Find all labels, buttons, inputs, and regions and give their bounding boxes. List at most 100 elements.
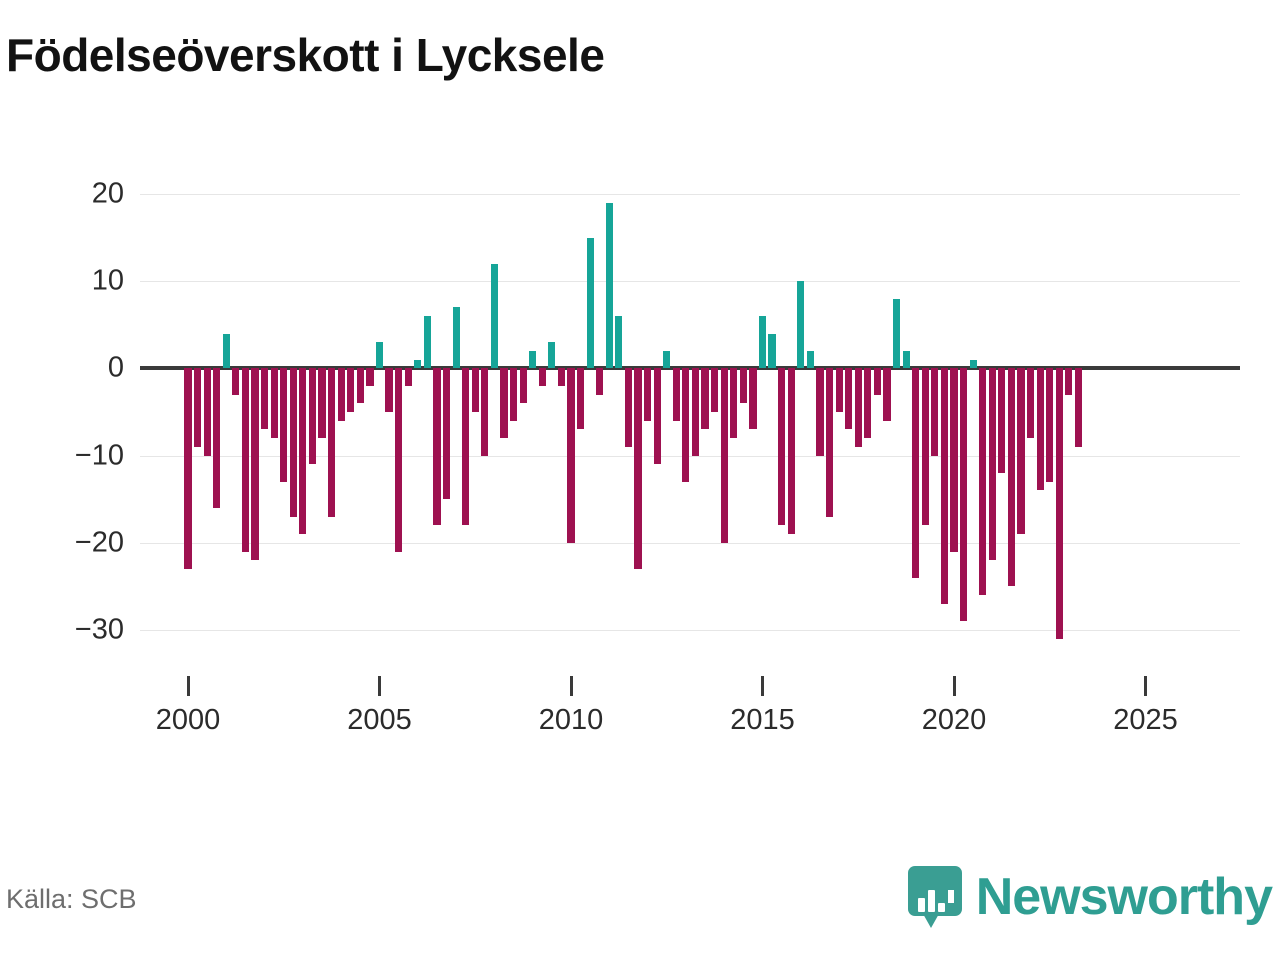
bar [644,368,652,421]
newsworthy-logo: Newsworthy [907,866,1273,928]
gridline [140,542,1240,544]
bar [873,368,881,395]
bar [433,368,441,526]
page-title: Födelseöverskott i Lycksele [6,29,605,81]
bar [806,350,814,369]
bar [596,368,604,395]
bar [950,368,958,552]
y-tick-label: 20 [91,177,124,210]
bar [318,368,326,439]
bar [452,307,460,369]
bar [768,333,776,369]
bar [1017,368,1025,535]
bar [758,316,767,369]
bar [787,368,795,535]
bar-series [140,194,1240,639]
bar [988,368,996,561]
bar [462,368,470,526]
bar [1046,368,1054,482]
gridline [140,630,1240,631]
bar [471,368,479,412]
bar [289,368,297,517]
bar [864,368,872,439]
bar [730,368,738,439]
bar [912,368,920,578]
bar [634,368,642,569]
bar [653,368,661,465]
bar [691,368,700,456]
newsworthy-logo-icon [907,866,962,928]
x-tick-mark [952,676,956,696]
x-tick-label: 2000 [155,704,221,736]
bar [548,342,556,369]
bar [241,368,250,552]
bar [1007,368,1016,587]
bar [711,368,719,412]
x-tick-mark [186,676,190,696]
bar [366,368,374,386]
y-tick-label: 0 [107,351,124,384]
bar [270,368,278,439]
bar [998,368,1006,474]
bar [509,368,518,421]
x-tick-mark [378,676,381,696]
y-tick-label: −20 [74,526,124,559]
bar [835,368,843,412]
newsworthy-logo-text: Newsworthy [975,868,1273,926]
bar [395,368,403,552]
bar [538,368,546,386]
x-tick-label: 2005 [347,704,412,736]
x-tick-label: 2025 [1113,704,1178,736]
bar [672,368,680,421]
bar [184,368,192,569]
bar [892,298,901,369]
bar [854,368,862,447]
zero-axis-line [140,366,1240,371]
x-axis: 2000 2005 2010 2015 2020 2025 [140,630,1240,750]
bar [500,368,508,439]
bar [347,368,355,412]
bar [481,368,489,456]
bar [414,359,422,369]
bar [251,368,259,561]
bar [586,237,594,369]
bar [1027,368,1035,439]
bar [442,368,451,500]
bar [423,316,431,369]
bar [1074,368,1083,447]
bar [232,368,240,395]
bar [222,333,230,369]
bar [576,368,585,430]
bar [845,368,853,430]
bar [1055,368,1063,639]
bar [921,368,929,526]
bar [624,368,633,447]
bar [519,368,527,404]
bar [337,368,345,421]
bar [797,281,805,369]
y-tick-label: −10 [74,439,124,472]
bar [375,342,384,369]
bar [605,202,613,369]
y-tick-label: −30 [74,613,124,646]
bar [1036,368,1044,491]
x-tick-mark [569,676,573,696]
bar [940,368,948,604]
bar [816,368,824,456]
y-axis-labels: 20 10 0 −10 −20 −30 [0,178,124,646]
bar [529,350,537,369]
source-note: Källa: SCB [6,884,137,914]
bar [749,368,757,430]
x-tick-mark [761,676,764,696]
bar [490,263,498,369]
gridline [140,194,1240,195]
bar [193,368,202,447]
x-tick-label: 2010 [538,704,604,736]
bar [203,368,211,456]
bar [356,368,364,404]
bar [720,368,728,543]
bar [902,350,910,369]
bar [557,368,565,386]
bar [299,368,307,535]
